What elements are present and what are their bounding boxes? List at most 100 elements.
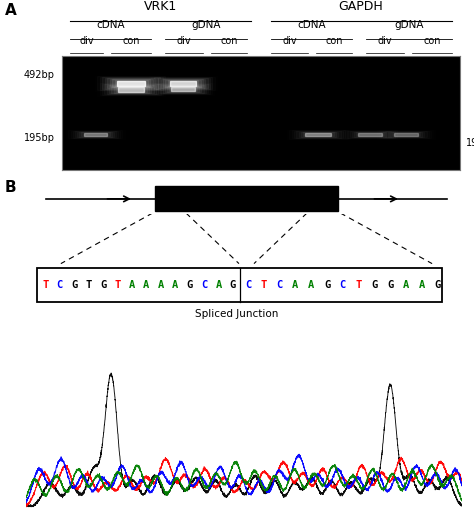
Text: C: C	[201, 280, 207, 290]
Text: T: T	[114, 280, 120, 290]
Bar	[385, 132, 427, 137]
Bar	[163, 85, 204, 92]
Text: con: con	[220, 36, 237, 46]
Bar	[66, 130, 125, 139]
Bar	[36, 268, 442, 302]
Text: B: B	[5, 180, 17, 195]
Text: A: A	[308, 280, 314, 290]
Bar	[155, 186, 338, 211]
Bar	[299, 132, 338, 137]
Bar	[346, 130, 395, 138]
Text: G: G	[100, 280, 106, 290]
Bar	[303, 132, 334, 136]
Bar	[154, 84, 212, 94]
Bar	[104, 85, 158, 94]
Text: div: div	[177, 36, 191, 46]
Bar	[82, 133, 109, 136]
Bar	[167, 86, 199, 92]
Bar	[97, 83, 165, 96]
Bar	[381, 130, 431, 138]
Text: T: T	[85, 280, 91, 290]
Bar	[102, 84, 161, 95]
Text: div: div	[378, 36, 392, 46]
Bar	[152, 83, 214, 95]
Text: con: con	[423, 36, 441, 46]
Bar	[73, 131, 118, 138]
Bar	[112, 79, 150, 87]
Text: G: G	[324, 280, 330, 290]
Bar	[97, 76, 165, 90]
Bar	[79, 132, 112, 137]
Bar	[296, 131, 341, 138]
Text: T: T	[42, 280, 48, 290]
Bar	[100, 84, 163, 96]
Text: C: C	[56, 280, 63, 290]
Bar	[156, 78, 210, 89]
Bar	[64, 129, 127, 139]
Text: div: div	[282, 36, 297, 46]
Text: G: G	[435, 280, 441, 290]
Text: Spliced Junction: Spliced Junction	[195, 309, 279, 319]
Bar	[375, 129, 438, 139]
Bar	[163, 79, 203, 87]
Bar	[118, 80, 145, 86]
Bar	[160, 85, 206, 93]
Bar	[83, 133, 108, 136]
Text: 197bp: 197bp	[465, 138, 474, 148]
Text: G: G	[387, 280, 393, 290]
Bar	[111, 86, 151, 93]
Bar	[105, 78, 158, 89]
Text: gDNA: gDNA	[191, 20, 220, 30]
Bar	[306, 133, 331, 136]
Bar	[341, 130, 399, 139]
Bar	[170, 81, 196, 86]
Bar	[339, 129, 401, 139]
Bar	[95, 76, 168, 91]
Bar	[118, 87, 144, 91]
Bar	[107, 85, 156, 94]
Bar	[171, 87, 195, 91]
Text: GAPDH: GAPDH	[338, 1, 383, 14]
Bar	[171, 87, 195, 91]
Text: C: C	[245, 280, 251, 290]
Text: T: T	[356, 280, 362, 290]
Bar	[377, 130, 435, 139]
Bar	[289, 130, 347, 139]
Text: G: G	[371, 280, 378, 290]
Bar	[350, 132, 391, 137]
Text: cDNA: cDNA	[96, 20, 125, 30]
Bar	[152, 77, 215, 90]
Bar	[352, 132, 389, 137]
Bar	[161, 79, 205, 88]
Text: gDNA: gDNA	[394, 20, 424, 30]
Text: A: A	[129, 280, 135, 290]
Text: A: A	[172, 280, 178, 290]
Text: A: A	[292, 280, 299, 290]
Bar	[358, 133, 382, 136]
Bar	[301, 132, 336, 137]
Bar	[102, 77, 160, 89]
Text: cDNA: cDNA	[297, 20, 326, 30]
Bar	[77, 132, 114, 137]
Bar	[287, 129, 350, 139]
Text: con: con	[326, 36, 343, 46]
Bar	[109, 86, 154, 93]
Bar	[394, 133, 418, 136]
Text: A: A	[143, 280, 149, 290]
Bar	[158, 78, 208, 88]
Bar	[114, 86, 149, 92]
Text: div: div	[79, 36, 94, 46]
Text: T: T	[261, 280, 267, 290]
Bar	[358, 133, 382, 136]
Bar	[390, 132, 422, 137]
Bar	[154, 77, 212, 89]
Text: A: A	[419, 280, 425, 290]
Text: 195bp: 195bp	[24, 133, 55, 143]
Bar	[158, 84, 208, 93]
Bar	[71, 130, 120, 138]
Bar	[115, 80, 148, 86]
Text: G: G	[230, 280, 236, 290]
Bar	[306, 133, 331, 136]
Bar	[116, 87, 146, 92]
Bar	[379, 130, 433, 138]
